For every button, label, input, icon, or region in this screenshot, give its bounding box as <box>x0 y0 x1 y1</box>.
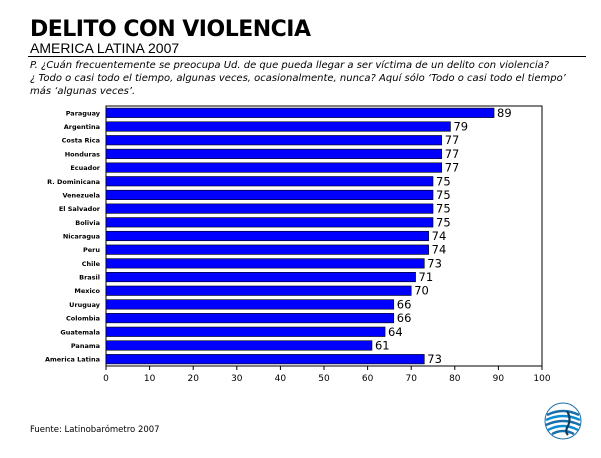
latinobarometro-globe-logo <box>544 402 582 440</box>
category-label: Nicaragua <box>63 233 100 241</box>
bar <box>105 258 425 269</box>
data-label: 75 <box>436 215 451 229</box>
data-label: 79 <box>453 120 468 134</box>
question-line-2: ¿ Todo o casi todo el tiempo, algunas ve… <box>30 73 566 84</box>
bar <box>105 217 434 228</box>
category-label: Guatemala <box>60 328 100 336</box>
source-note: Fuente: Latinobarómetro 2007 <box>30 425 160 435</box>
bar <box>105 189 434 200</box>
data-label: 66 <box>397 311 412 325</box>
x-tick-label: 100 <box>533 374 550 384</box>
category-label: Honduras <box>65 150 100 158</box>
data-label: 75 <box>436 202 451 216</box>
bar <box>105 230 429 242</box>
data-label: 77 <box>445 133 460 147</box>
x-tick-label: 90 <box>493 374 505 384</box>
bar <box>105 121 451 132</box>
survey-question: P. ¿Cuán frecuentemente se preocupa Ud. … <box>30 59 590 98</box>
question-line-1: P. ¿Cuán frecuentemente se preocupa Ud. … <box>30 60 550 71</box>
x-tick-label: 10 <box>144 374 156 384</box>
category-label: Venezuela <box>62 191 100 199</box>
category-label: Uruguay <box>69 301 101 309</box>
bar <box>105 285 412 296</box>
data-label: 64 <box>388 325 403 339</box>
bar <box>105 148 443 159</box>
category-label: Mexico <box>74 287 100 295</box>
bar <box>105 176 434 187</box>
data-label: 74 <box>432 243 447 257</box>
bar <box>105 354 425 365</box>
category-label: Bolivia <box>75 219 100 227</box>
bar <box>105 340 373 351</box>
bar <box>105 162 443 173</box>
x-tick-label: 50 <box>318 374 330 384</box>
category-label: Ecuador <box>70 164 100 172</box>
category-label: Argentina <box>64 123 100 131</box>
category-label: Chile <box>82 260 101 268</box>
x-tick-label: 60 <box>362 374 374 384</box>
category-label: Peru <box>83 246 100 254</box>
x-tick-label: 70 <box>405 374 417 384</box>
category-label: Brasil <box>79 274 100 282</box>
x-tick-label: 20 <box>187 374 199 384</box>
data-label: 75 <box>436 174 451 188</box>
category-label: Colombia <box>66 315 100 323</box>
page-title: DELITO CON VIOLENCIA <box>30 17 311 42</box>
data-label: 71 <box>419 270 434 284</box>
category-label: America Latina <box>45 356 100 364</box>
x-tick-label: 80 <box>449 374 461 384</box>
x-tick-label: 0 <box>103 374 109 384</box>
category-label: Paraguay <box>66 109 101 117</box>
data-label: 89 <box>497 106 512 120</box>
data-label: 75 <box>436 188 451 202</box>
x-tick-label: 30 <box>231 374 243 384</box>
category-label: Costa Rica <box>62 137 100 145</box>
x-tick-label: 40 <box>275 374 287 384</box>
bar <box>105 272 416 283</box>
question-line-3: más ‘algunas veces’. <box>30 86 136 97</box>
category-label: Panama <box>71 342 100 350</box>
title-divider <box>28 56 586 57</box>
data-label: 70 <box>414 284 429 298</box>
data-label: 77 <box>445 161 460 175</box>
category-label: R. Dominicana <box>47 178 100 186</box>
bar <box>105 326 386 337</box>
data-label: 73 <box>427 352 442 366</box>
data-label: 77 <box>445 147 460 161</box>
bar <box>105 313 395 324</box>
bar <box>105 135 443 146</box>
page-subtitle: AMERICA LATINA 2007 <box>30 40 180 56</box>
category-label: El Salvador <box>59 205 101 213</box>
bar <box>105 299 395 310</box>
data-label: 66 <box>397 297 412 311</box>
bar <box>105 107 495 118</box>
bar <box>105 244 429 255</box>
data-label: 61 <box>375 338 390 352</box>
data-label: 74 <box>432 229 447 243</box>
data-label: 73 <box>427 256 442 270</box>
bar <box>105 203 434 214</box>
